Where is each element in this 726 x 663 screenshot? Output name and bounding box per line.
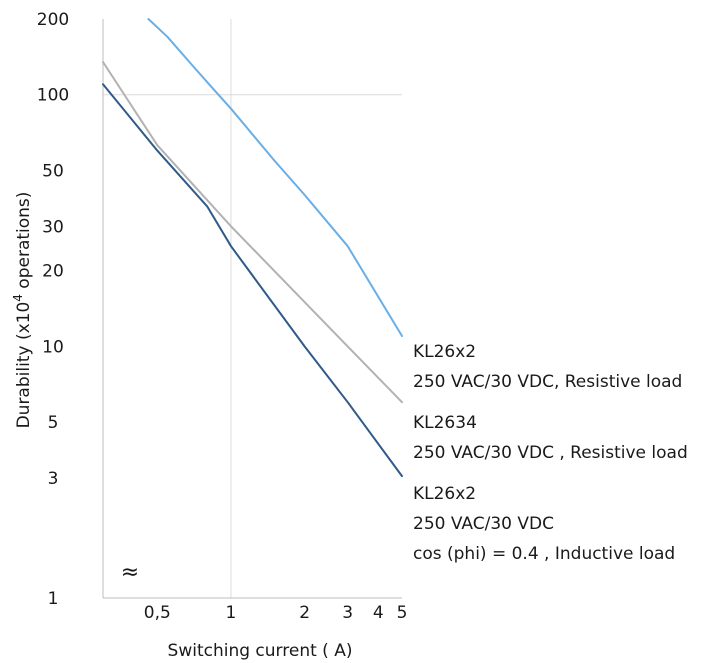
y-tick-labels: 1 3 5 10 20 30 50 100 200 [37, 10, 69, 609]
axes [102, 19, 402, 599]
x-tick-label: 0,5 [144, 603, 171, 623]
y-tick-label: 20 [42, 262, 64, 282]
y-tick-label: 30 [42, 217, 64, 237]
series-label-2-line-2: 250 VAC/30 VDC , Resistive load [413, 443, 688, 463]
series-label-3-line-1: KL26x2 [413, 484, 476, 504]
x-tick-label: 1 [226, 603, 237, 623]
grid [103, 19, 402, 598]
plot-lines [102, 18, 403, 478]
x-tick-labels: 0,5 1 2 3 4 5 [144, 603, 408, 623]
y-axis-break: ≈ [121, 560, 139, 585]
y-axis-title-superscript: 4 [11, 294, 25, 302]
y-tick-label: 10 [42, 337, 64, 357]
series-line-3 [102, 83, 403, 478]
series-label-2-line-1: KL2634 [413, 413, 477, 433]
series-line-2 [102, 61, 403, 404]
y-axis-title-main: Durability (x10 [14, 302, 34, 429]
x-tick-label: 3 [342, 603, 353, 623]
x-tick-label: 5 [397, 603, 408, 623]
y-tick-label: 50 [42, 161, 64, 181]
y-tick-label: 100 [37, 86, 69, 106]
y-tick-label: 200 [37, 10, 69, 30]
y-axis-title-rest: operations) [14, 192, 34, 295]
x-axis-title: Switching current ( A) [168, 641, 353, 661]
series-label-3-line-3: cos (phi) = 0.4 , Inductive load [413, 544, 675, 564]
series-label-1-line-1: KL26x2 [413, 342, 476, 362]
x-tick-label: 4 [373, 603, 384, 623]
y-axis-title: Durability (x104 operations) [11, 192, 34, 429]
series-label-1-line-2: 250 VAC/30 VDC, Resistive load [413, 372, 682, 392]
series-labels: KL26x2 250 VAC/30 VDC, Resistive load KL26… [413, 342, 688, 564]
series-line-1 [147, 18, 403, 337]
series-label-3-line-2: 250 VAC/30 VDC [413, 514, 554, 534]
x-tick-label: 2 [299, 603, 310, 623]
y-tick-label: 5 [48, 413, 59, 433]
y-tick-label: 1 [48, 589, 59, 609]
y-tick-label: 3 [48, 469, 59, 489]
